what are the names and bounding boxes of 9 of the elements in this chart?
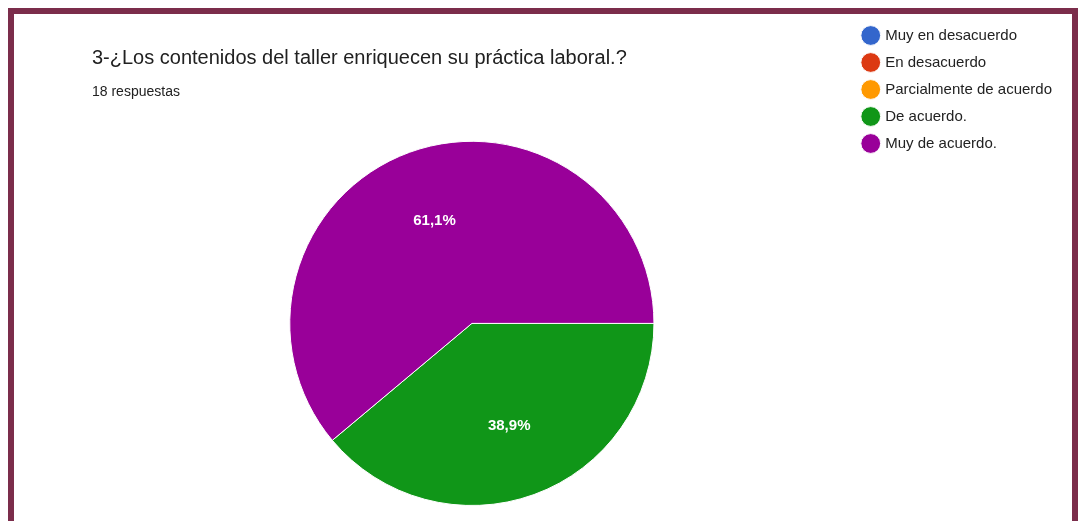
legend-label: Muy de acuerdo.	[885, 133, 997, 151]
data-label: 61,1%	[413, 210, 456, 228]
legend-label: Parcialmente de acuerdo	[885, 79, 1052, 97]
legend-label: De acuerdo.	[885, 106, 967, 124]
text: 18 respuestas	[92, 83, 180, 100]
text: 3-¿Los contenidos del taller enriquecen su práctica laboral.?	[92, 45, 627, 68]
legend-label: Muy en desacuerdo	[885, 25, 1017, 43]
legend-label: En desacuerdo	[885, 52, 987, 70]
data-label: 38,9%	[487, 416, 531, 434]
